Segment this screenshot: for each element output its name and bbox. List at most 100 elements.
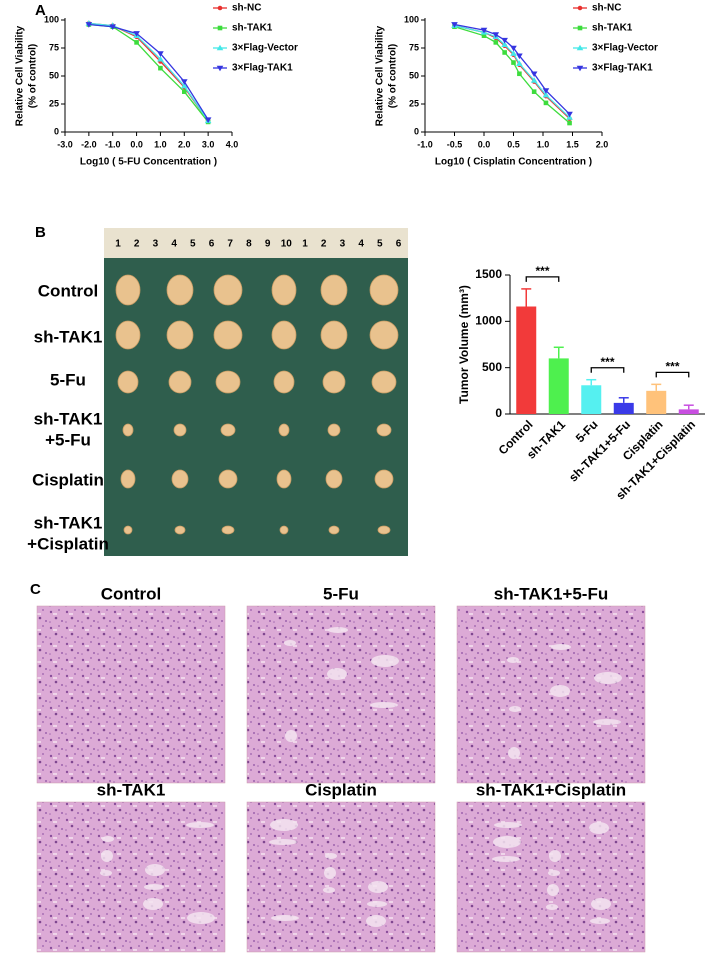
tumor [322, 370, 346, 394]
ruler-number: 3 [340, 239, 346, 250]
marker [134, 40, 139, 45]
tumor [166, 320, 194, 350]
tissue-space [509, 706, 521, 712]
tumor [320, 320, 348, 350]
tissue-space [507, 657, 519, 663]
x-tick-label: -1.0 [417, 139, 433, 149]
x-tick-label: 2.0 [178, 139, 191, 149]
tumor [173, 423, 187, 437]
y-tick-label: 500 [482, 360, 502, 374]
histology-image [246, 605, 436, 784]
tissue-space [270, 819, 298, 831]
photo-background [104, 228, 408, 556]
legend-label: 3×Flag-Vector [232, 43, 298, 54]
row-label: Cisplatin [32, 470, 104, 489]
legend-label: 3×Flag-Vector [592, 43, 658, 54]
y-tick-label: 75 [409, 42, 419, 52]
marker [530, 71, 538, 78]
bar [516, 306, 537, 414]
marker [510, 45, 517, 52]
tumor [220, 423, 236, 437]
tissue-space [187, 912, 215, 924]
x-tick-label: 0.0 [478, 139, 491, 149]
marker [516, 53, 523, 60]
tissue-space [269, 839, 297, 845]
x-tick-label: 0.5 [507, 139, 520, 149]
marker [181, 89, 187, 94]
tumor [117, 370, 139, 394]
panel-label: A [35, 2, 46, 19]
histology [36, 605, 646, 953]
histology-title: 5-Fu [323, 584, 359, 603]
x-tick-label: -2.0 [81, 139, 97, 149]
marker [492, 32, 500, 38]
legend-marker [576, 44, 584, 51]
x-axis-title: Log10 ( 5-FU Concentration ) [80, 157, 217, 168]
tumor [166, 274, 194, 306]
marker [133, 31, 140, 37]
histology-image [456, 801, 646, 953]
tissue-space [550, 685, 570, 697]
marker [158, 65, 163, 71]
legend-marker [576, 65, 584, 72]
x-tick-label: 2.0 [596, 139, 609, 149]
tissue-space [323, 887, 335, 893]
marker [501, 37, 508, 44]
ruler-number: 1 [115, 239, 121, 250]
row-label: sh-TAK1 [34, 513, 103, 532]
ruler-number: 4 [171, 239, 177, 250]
tumor [218, 469, 238, 489]
legend-marker [216, 65, 224, 72]
ruler-number: 1 [302, 239, 308, 250]
significance-bracket [590, 367, 625, 373]
series-line [88, 22, 209, 122]
tissue-space [370, 702, 398, 708]
ruler-number: 9 [265, 239, 271, 250]
y-tick-label: 50 [409, 70, 419, 80]
tissue-space [327, 668, 347, 680]
row-label: Control [38, 281, 98, 300]
ruler-number: 2 [321, 239, 327, 250]
tissue-space [101, 850, 113, 862]
tissue-space [284, 640, 296, 646]
marker [109, 24, 117, 31]
tissue-space [367, 901, 387, 907]
tissue-space [493, 836, 521, 848]
tumor [278, 423, 290, 437]
tissue-space [368, 881, 388, 893]
tumor [369, 320, 399, 350]
y-tick-label: 50 [49, 70, 59, 80]
histology-title: Control [101, 584, 161, 603]
tissue-space [590, 918, 610, 924]
ruler-number: 6 [396, 239, 402, 250]
tissue-space [591, 898, 611, 910]
ruler-number: 5 [190, 239, 196, 250]
y-tick-label: 100 [404, 14, 419, 24]
ruler-number: 6 [209, 239, 215, 250]
row-label: +5-Fu [45, 430, 91, 449]
tumor [271, 274, 297, 306]
legend-label: sh-NC [592, 3, 621, 14]
tumor [374, 469, 394, 489]
x-tick-label: 4.0 [226, 139, 239, 149]
y-tick-label: 100 [44, 14, 59, 24]
x-tick-label: -1.0 [105, 139, 121, 149]
legend-marker [577, 25, 583, 31]
marker [542, 91, 550, 98]
legend-marker [217, 25, 223, 31]
tissue-space [325, 853, 337, 859]
marker [542, 88, 550, 94]
tumor [320, 274, 348, 306]
tumor [213, 274, 243, 306]
y-tick-label: 25 [409, 98, 419, 108]
tissue-space [371, 655, 399, 667]
series-line [454, 24, 570, 120]
tumor [369, 274, 399, 306]
tumor [120, 469, 136, 489]
legend-label: sh-TAK1 [232, 23, 273, 34]
marker [501, 41, 508, 47]
tumor [213, 320, 243, 350]
tumor [325, 469, 343, 489]
tumor [115, 320, 141, 350]
tumor [174, 525, 186, 535]
